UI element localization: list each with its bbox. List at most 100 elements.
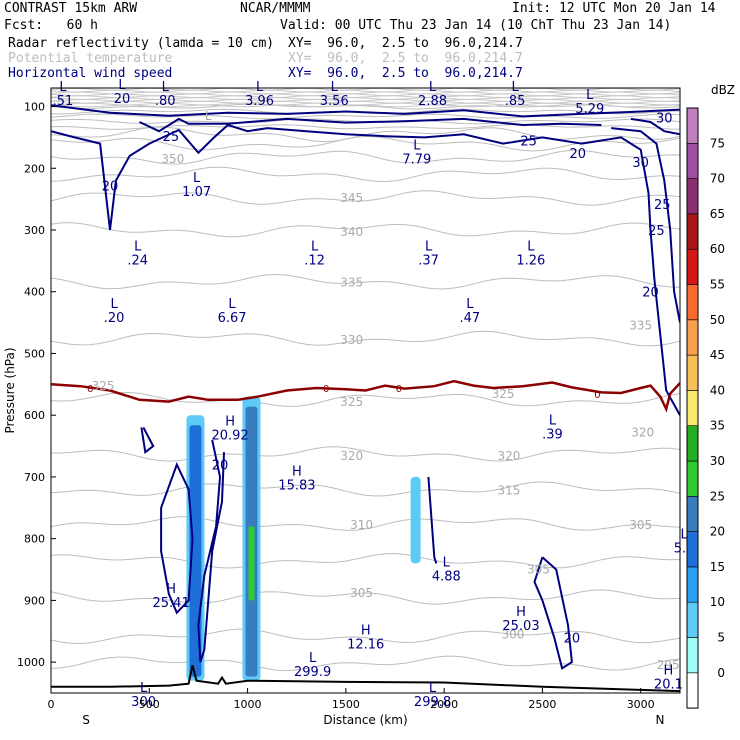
extremum-type: L bbox=[110, 297, 118, 312]
freezing-level-line bbox=[51, 379, 680, 413]
extremum-type: L bbox=[425, 239, 433, 254]
theta-contour bbox=[51, 481, 680, 497]
freezing-level-label: 0 bbox=[594, 390, 600, 401]
colorbar-tick-label: 75 bbox=[710, 136, 725, 150]
extremum-type: L bbox=[309, 651, 317, 666]
colorbar-tick-label: 65 bbox=[710, 207, 725, 221]
theta-contour bbox=[51, 330, 680, 347]
wind-contour bbox=[533, 556, 573, 670]
y-tick-label: 900 bbox=[24, 594, 45, 607]
theta-contour bbox=[51, 552, 680, 569]
theta-contours bbox=[51, 88, 680, 672]
valid-time: Valid: 00 UTC Thu 23 Jan 14 (10 ChT Thu … bbox=[280, 18, 672, 33]
theta-contour bbox=[51, 222, 680, 238]
y-tick-label: 300 bbox=[24, 224, 45, 237]
y-tick-label: 100 bbox=[24, 101, 45, 114]
theta-contour bbox=[51, 190, 680, 206]
extremum-value: 5.29 bbox=[575, 102, 604, 117]
colorbar-swatch bbox=[686, 248, 699, 285]
extremum-type: L bbox=[118, 78, 126, 93]
colorbar-tick-label: 50 bbox=[710, 313, 725, 327]
theta-contour bbox=[51, 149, 680, 165]
theta-contour bbox=[51, 166, 680, 183]
extremum-value: .24 bbox=[127, 253, 148, 268]
extremum-value: 299.8 bbox=[414, 695, 451, 710]
field-name-theta: Potential temperature bbox=[8, 51, 173, 66]
colorbar-swatch bbox=[686, 601, 699, 638]
colorbar-swatch bbox=[686, 143, 699, 179]
theta-contour-label: 345 bbox=[340, 191, 363, 205]
field-xy-theta: XY= 96.0, 2.5 to 96.0,214.7 bbox=[288, 51, 523, 66]
center-label: NCAR/MMMM bbox=[240, 1, 311, 16]
colorbar-swatch bbox=[686, 213, 699, 250]
reflectivity-cell bbox=[189, 425, 202, 677]
extremum-value: 300 bbox=[131, 695, 156, 710]
wind-contour bbox=[140, 427, 155, 455]
extremum-value: 25.03 bbox=[502, 619, 539, 634]
theta-contour-label: 320 bbox=[631, 425, 654, 439]
wind-contour bbox=[630, 117, 680, 136]
wind-contour bbox=[160, 462, 194, 615]
theta-contour-label: 335 bbox=[340, 275, 363, 289]
colorbar-tick-label: 0 bbox=[717, 666, 725, 680]
field-name-reflectivity: Radar reflectivity (lamda = 10 cm) bbox=[8, 36, 275, 51]
theta-contour-label: 305 bbox=[629, 518, 652, 532]
extremum-value: 25.41 bbox=[153, 596, 190, 611]
extremum-type: L bbox=[413, 139, 421, 154]
theta-contour-label: 300 bbox=[501, 627, 524, 641]
colorbar-swatch bbox=[686, 178, 699, 215]
extremum-value: .47 bbox=[460, 311, 481, 326]
extremum-value: .37 bbox=[418, 253, 439, 268]
colorbar-tick-label: 15 bbox=[710, 560, 725, 574]
theta-contour bbox=[51, 628, 680, 645]
colorbar-swatch bbox=[686, 566, 699, 603]
theta-contour bbox=[51, 516, 680, 531]
extremum-value: 12.16 bbox=[347, 637, 384, 652]
extremum-type: H bbox=[225, 415, 235, 430]
freezing-level-label: 0 bbox=[396, 384, 402, 395]
reflectivity-cell bbox=[413, 486, 418, 560]
extremum-value: 20 bbox=[114, 92, 131, 107]
extremum-value: 15.83 bbox=[278, 479, 315, 494]
theta-contour-label: 295 bbox=[657, 658, 680, 672]
axes: 0 500 1000 1500 2000 2500 30001002003004005006… bbox=[3, 101, 664, 727]
extremum-type: L bbox=[586, 88, 594, 103]
extremum-type: L bbox=[134, 239, 142, 254]
freezing-level bbox=[51, 379, 680, 413]
colorbar-swatch bbox=[686, 460, 699, 497]
colorbar-swatch bbox=[686, 495, 699, 532]
theta-contour bbox=[51, 273, 680, 290]
extremum-value: 2.88 bbox=[418, 94, 447, 109]
extremum-value: .12 bbox=[304, 253, 325, 268]
theta-contour-label: 310 bbox=[350, 518, 373, 532]
theta-contour bbox=[51, 391, 680, 407]
wind-contour bbox=[51, 123, 680, 416]
colorbar-tick-label: 25 bbox=[710, 489, 725, 503]
x-tick-label: 3000 bbox=[627, 698, 655, 711]
reflectivity-core bbox=[248, 526, 255, 601]
extremum-type: L bbox=[443, 555, 451, 570]
extremum-type: L bbox=[311, 239, 319, 254]
colorbar-tick-label: 70 bbox=[710, 172, 725, 186]
theta-contour-label: 340 bbox=[340, 225, 363, 239]
extremum-type: L bbox=[527, 239, 535, 254]
theta-contour bbox=[51, 104, 680, 108]
colorbar-tick-label: 5 bbox=[717, 631, 725, 645]
x-tick-label: 0 bbox=[48, 698, 55, 711]
y-tick-label: 400 bbox=[24, 286, 45, 299]
y-axis-title: Pressure (hPa) bbox=[3, 347, 17, 433]
extremum-type: H bbox=[292, 465, 302, 480]
extremum-value: .85 bbox=[505, 94, 526, 109]
extremum-value: .20 bbox=[104, 311, 125, 326]
wind-contour bbox=[611, 127, 680, 323]
theta-contour-label: 325 bbox=[492, 387, 515, 401]
extremum-value: 1.07 bbox=[182, 185, 211, 200]
extremum-value: 7.79 bbox=[402, 153, 431, 168]
y-tick-label: 200 bbox=[24, 162, 45, 175]
field-name-wind: Horizontal wind speed bbox=[8, 66, 173, 81]
colorbar-swatch bbox=[686, 354, 699, 391]
field-xy-wind: XY= 96.0, 2.5 to 96.0,214.7 bbox=[288, 66, 523, 81]
colorbar-swatch bbox=[686, 390, 699, 426]
colorbar-tick-label: 20 bbox=[710, 525, 725, 539]
theta-contour-label: 305 bbox=[350, 586, 373, 600]
